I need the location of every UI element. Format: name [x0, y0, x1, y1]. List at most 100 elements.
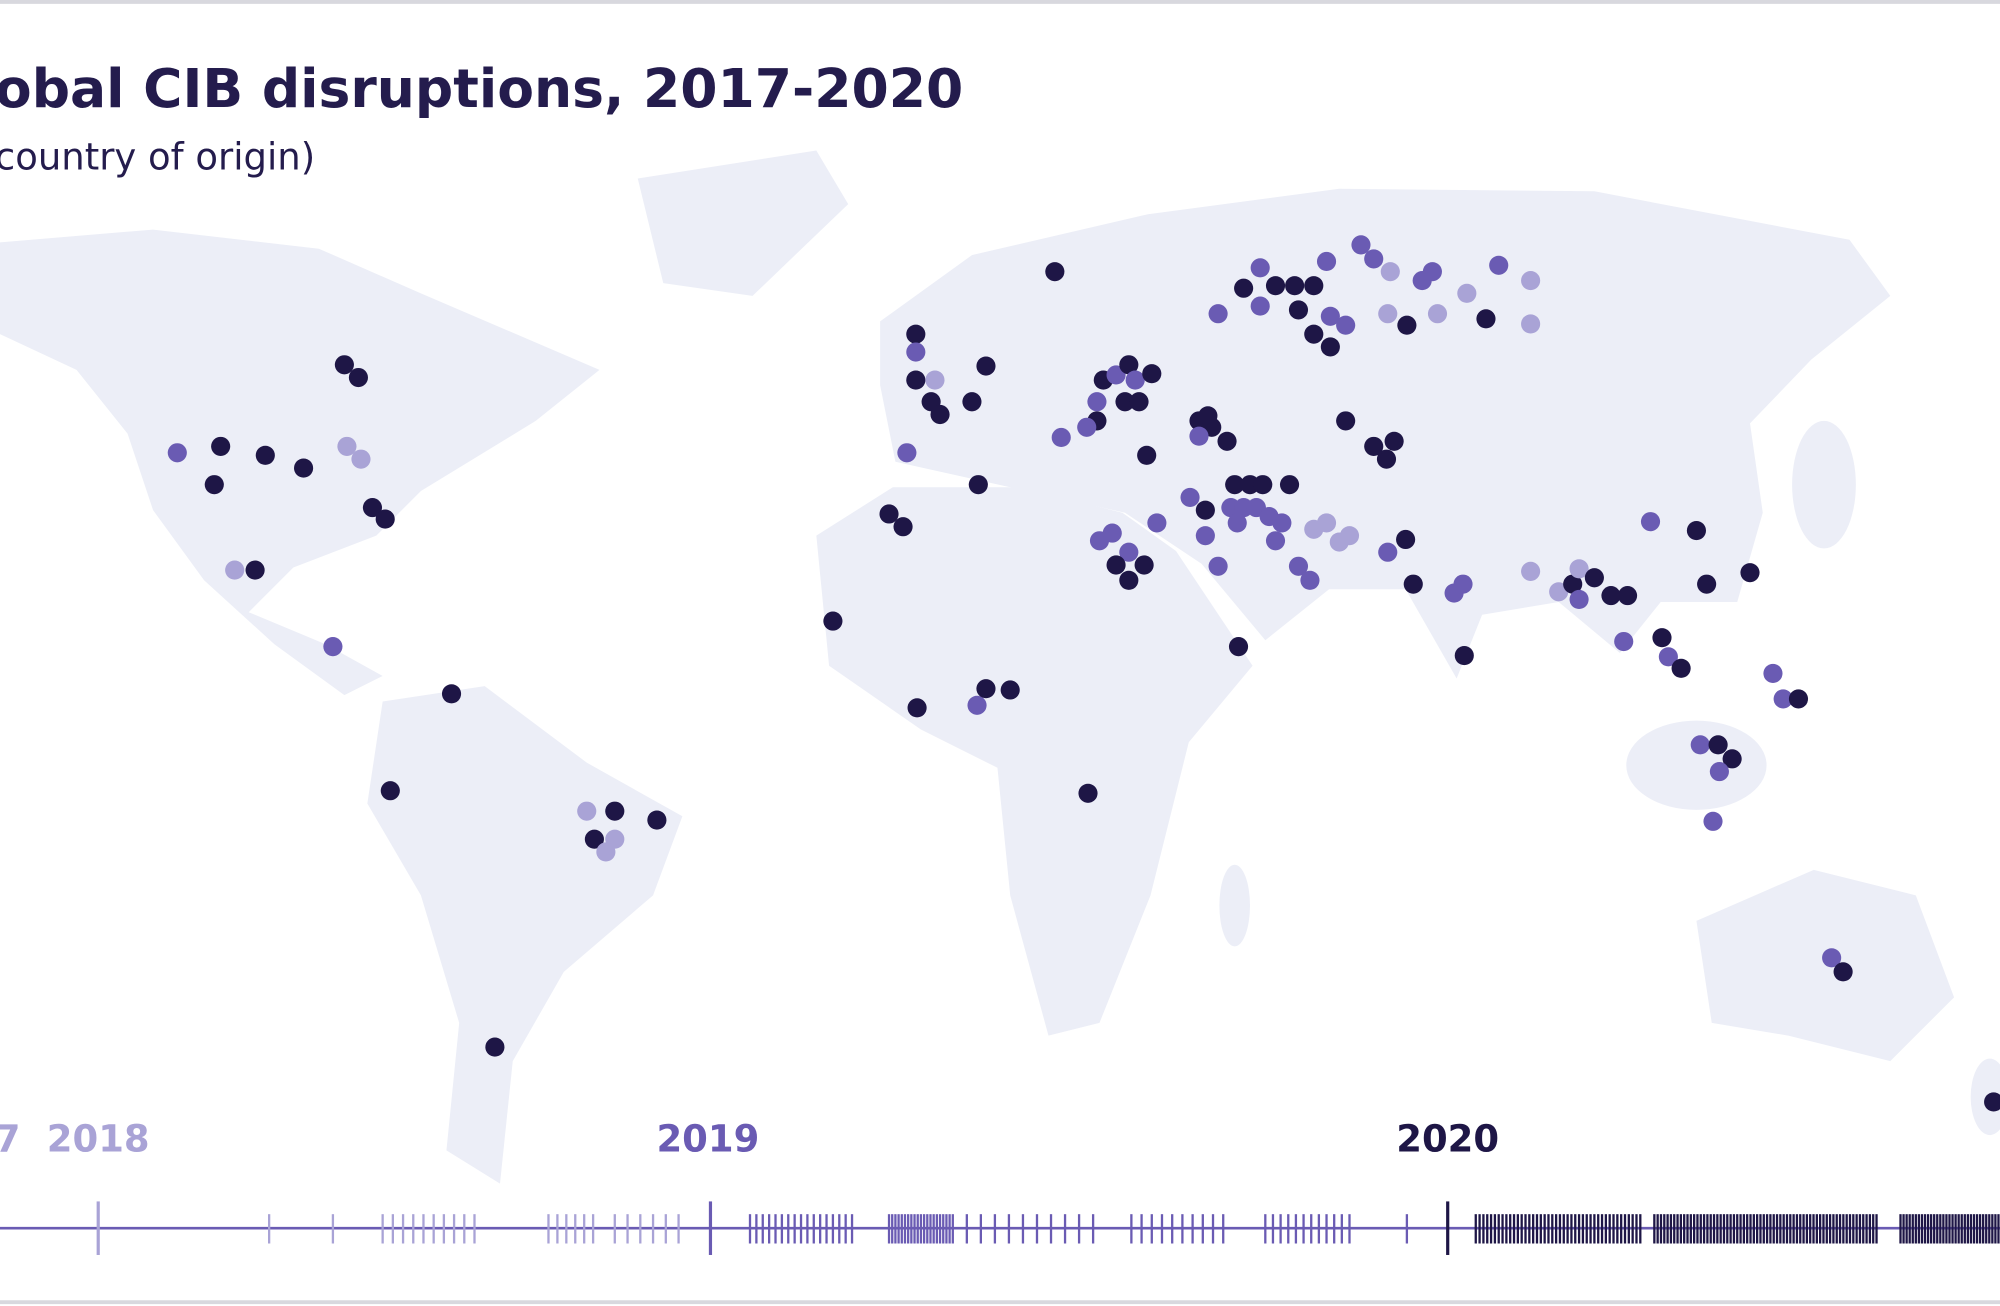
- disruption-dot: [1614, 631, 1634, 652]
- disruption-dot: [204, 475, 224, 495]
- eurasia: [880, 188, 1891, 679]
- disruption-dot: [167, 443, 187, 463]
- disruption-dot: [1763, 663, 1783, 683]
- disruption-dot: [1265, 531, 1286, 551]
- disruption-dot: [930, 404, 950, 425]
- disruption-dot: [1189, 426, 1209, 446]
- disruption-dot: [1476, 309, 1496, 329]
- disruption-dot: [1563, 574, 1583, 594]
- disruption-dot: [906, 370, 926, 390]
- disruption-dot: [1584, 568, 1604, 588]
- disruption-dot: [1320, 337, 1340, 357]
- disruption-dots: [167, 235, 2000, 1112]
- disruption-dot: [906, 324, 926, 344]
- year-label: 2019: [656, 1118, 759, 1161]
- disruption-dot: [1253, 475, 1273, 495]
- africa: [816, 487, 1253, 1036]
- disruption-dot: [337, 436, 357, 456]
- disruption-dot: [211, 436, 231, 456]
- disruption-dot: [1378, 542, 1398, 562]
- disruption-dot: [1380, 262, 1400, 282]
- indonesia: [1626, 720, 1767, 810]
- disruption-dot: [1722, 749, 1742, 769]
- disruption-dot: [1265, 276, 1286, 296]
- disruption-dot: [1227, 513, 1247, 533]
- disruption-dot: [1376, 449, 1397, 469]
- disruption-dot: [351, 449, 371, 469]
- disruption-dot: [1195, 500, 1215, 520]
- disruption-dot: [1106, 365, 1126, 385]
- disruption-dot: [1225, 475, 1245, 495]
- disruption-dot: [1336, 315, 1356, 335]
- disruption-dot: [1351, 235, 1371, 255]
- disruption-dot: [1690, 735, 1710, 755]
- disruption-dot: [1454, 645, 1474, 666]
- disruption-dot: [1671, 658, 1691, 678]
- disruption-dot: [1304, 324, 1324, 344]
- disruption-dot: [647, 810, 667, 830]
- disruption-dot: [1984, 1092, 2000, 1112]
- australia: [1696, 869, 1955, 1062]
- disruption-dot: [1000, 680, 1020, 700]
- disruption-dot: [1457, 283, 1477, 303]
- disruption-dot: [1709, 762, 1729, 782]
- disruption-dot: [1336, 411, 1356, 431]
- disruption-dot: [1617, 586, 1638, 606]
- disruption-dot: [1652, 628, 1672, 648]
- disruption-dot: [1147, 513, 1167, 533]
- disruption-dot: [1521, 314, 1541, 334]
- disruption-dot: [1115, 392, 1135, 412]
- disruption-dot: [1403, 574, 1423, 594]
- disruption-dot: [577, 801, 597, 821]
- disruption-dot: [1119, 570, 1139, 590]
- disruption-dot: [976, 679, 996, 699]
- disruption-dot: [1119, 355, 1139, 375]
- disruption-dot: [1288, 300, 1309, 320]
- disruption-dot: [1453, 574, 1473, 594]
- disruption-dot: [1658, 647, 1678, 667]
- disruption-dot: [1703, 811, 1723, 831]
- madagascar: [1219, 864, 1250, 947]
- disruption-dot: [1422, 262, 1442, 282]
- disruption-dot: [1102, 523, 1122, 543]
- disruption-dot: [968, 475, 988, 495]
- disruption-dot: [1304, 519, 1324, 539]
- disruption-dot: [323, 637, 343, 657]
- disruption-dot: [1320, 306, 1340, 326]
- disruption-dot: [1788, 689, 1809, 709]
- disruption-dot: [1304, 276, 1324, 296]
- disruption-dot: [1134, 555, 1154, 575]
- disruption-dot: [596, 842, 616, 862]
- disruption-dot: [1489, 255, 1509, 275]
- disruption-dot: [1045, 262, 1065, 282]
- disruption-dot: [1569, 559, 1589, 579]
- disruption-dot: [1106, 555, 1126, 575]
- disruption-dot: [1272, 513, 1292, 533]
- disruption-dot: [1288, 556, 1309, 576]
- disruption-dot: [1697, 574, 1717, 594]
- disruption-dot: [897, 443, 917, 463]
- disruption-dot: [906, 342, 926, 362]
- disruption-dot: [823, 611, 843, 631]
- disruption-dot: [605, 801, 625, 821]
- disruption-dot: [1137, 445, 1157, 465]
- disruption-dot: [1234, 278, 1254, 298]
- disruption-dot: [967, 695, 987, 715]
- disruption-dot: [1833, 962, 1853, 982]
- disruption-dot: [1397, 315, 1417, 335]
- disruption-dot: [1396, 529, 1416, 550]
- year-label: 7: [0, 1118, 21, 1161]
- disruption-dot: [879, 504, 899, 524]
- disruption-dot: [1601, 586, 1621, 606]
- disruption-dot: [1773, 689, 1793, 709]
- disruption-dot: [1640, 512, 1661, 532]
- disruption-dot: [976, 356, 996, 376]
- year-label: 2020: [1396, 1118, 1499, 1161]
- subtitle: country of origin): [0, 136, 315, 179]
- disruption-dot: [348, 367, 368, 388]
- disruption-dot: [1521, 561, 1541, 581]
- disruption-dot: [1250, 258, 1270, 278]
- disruption-dot: [1549, 582, 1569, 602]
- disruption-dot: [485, 1037, 505, 1057]
